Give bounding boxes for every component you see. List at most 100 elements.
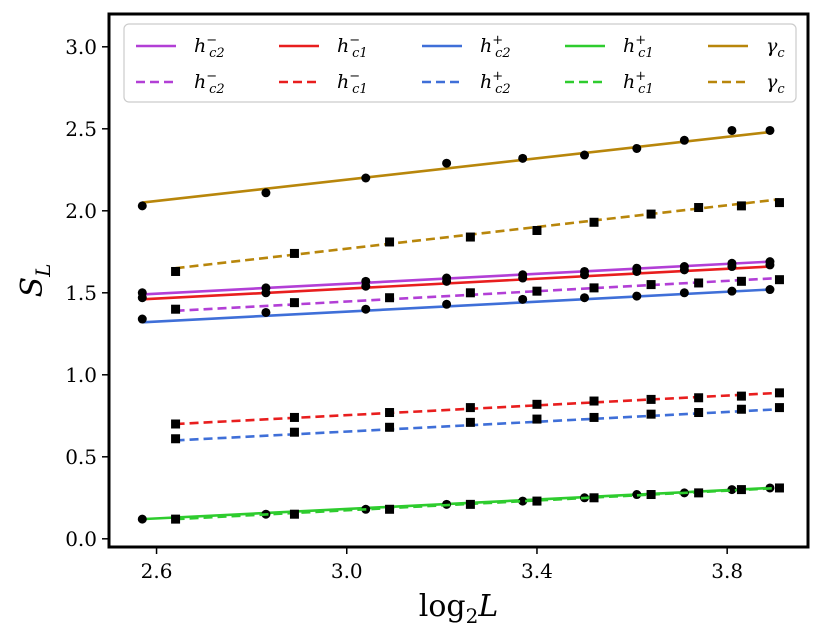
legend-label: h− c1: [337, 69, 368, 97]
data-point: [589, 493, 599, 503]
data-point: [646, 394, 656, 404]
chart-marks: [137, 125, 784, 524]
data-point: [532, 496, 542, 506]
data-point: [736, 404, 746, 414]
data-point: [632, 143, 642, 153]
series-4: [137, 125, 775, 211]
series-1: [137, 260, 775, 303]
series-9: [171, 198, 784, 276]
data-point: [465, 288, 475, 298]
data-point: [532, 414, 542, 424]
y-axis-title: SL: [15, 264, 55, 298]
data-point: [774, 198, 784, 208]
data-point: [465, 232, 475, 242]
x-tick-label: 3.8: [711, 559, 743, 583]
data-point: [646, 409, 656, 419]
data-point: [385, 504, 395, 514]
data-point: [632, 266, 642, 276]
data-point: [465, 403, 475, 413]
data-point: [137, 293, 147, 303]
fit-line: [142, 130, 771, 204]
data-point: [171, 514, 181, 524]
data-point: [580, 150, 590, 160]
data-point: [361, 173, 371, 183]
fit-line: [142, 265, 771, 301]
fit-line: [175, 198, 780, 270]
y-tick-label: 1.0: [65, 363, 97, 387]
legend-entry: γc: [708, 35, 785, 61]
y-tick-label: 2.0: [65, 199, 97, 223]
legend-entry: h− c1: [279, 69, 368, 97]
data-point: [679, 288, 689, 298]
data-point: [727, 125, 737, 135]
data-point: [171, 419, 181, 429]
data-point: [646, 490, 656, 500]
data-point: [465, 417, 475, 427]
data-point: [137, 201, 147, 211]
data-point: [289, 509, 299, 519]
legend-label: γc: [766, 35, 785, 61]
data-point: [589, 217, 599, 227]
data-point: [361, 281, 371, 291]
data-point: [137, 514, 147, 524]
data-point: [736, 276, 746, 286]
data-point: [518, 153, 528, 163]
data-point: [385, 237, 395, 247]
series-6: [171, 388, 784, 429]
data-point: [532, 286, 542, 296]
data-point: [765, 285, 775, 295]
data-point: [727, 485, 737, 495]
data-point: [727, 262, 737, 272]
data-point: [580, 270, 590, 280]
data-point: [774, 388, 784, 398]
data-point: [646, 209, 656, 219]
data-point: [694, 488, 704, 498]
y-tick-label: 3.0: [65, 35, 97, 59]
data-point: [442, 276, 452, 286]
series-0: [137, 257, 775, 298]
legend-entry: h+ c2: [422, 69, 511, 97]
data-point: [736, 201, 746, 211]
chart-legend: h− c2 h− c1 h+ c2 h+ c1 γc h− c2 h− c1 h+ c2 h+ c1 γc: [123, 23, 797, 103]
data-point: [694, 278, 704, 288]
data-point: [580, 293, 590, 303]
data-point: [385, 293, 395, 303]
data-point: [289, 248, 299, 258]
plot-frame: [107, 12, 810, 549]
chart-axes: 2.6 3.0 3.4 3.8 0.0 0.5 1.0 1.5 2.0 2.5 3.0 log2L SL: [15, 12, 810, 628]
series-8: [171, 483, 784, 524]
data-point: [774, 275, 784, 285]
y-tick-label: 2.5: [65, 117, 97, 141]
fit-line: [175, 391, 780, 426]
data-point: [694, 393, 704, 403]
data-point: [518, 273, 528, 283]
data-point: [465, 499, 475, 509]
data-point: [736, 391, 746, 401]
series-5: [171, 275, 784, 314]
data-point: [171, 434, 181, 444]
legend-label: h− c2: [194, 33, 225, 61]
data-point: [261, 188, 271, 198]
x-tick-label: 3.4: [521, 559, 553, 583]
legend-label: γc: [766, 71, 785, 97]
legend-entry: h− c1: [279, 33, 368, 61]
legend-entry: γc: [708, 71, 785, 97]
x-tick-label: 3.0: [331, 559, 363, 583]
legend-entry: h− c2: [136, 69, 225, 97]
data-point: [289, 298, 299, 308]
y-tick-label: 0.0: [65, 527, 97, 551]
data-point: [171, 266, 181, 276]
fit-line: [142, 260, 771, 296]
data-point: [632, 291, 642, 301]
data-point: [137, 314, 147, 324]
series-7: [171, 403, 784, 444]
data-point: [171, 304, 181, 314]
data-point: [385, 422, 395, 432]
data-point: [361, 304, 371, 314]
data-point: [532, 399, 542, 409]
data-point: [261, 288, 271, 298]
data-point: [774, 483, 784, 493]
data-point: [289, 427, 299, 437]
legend-entry: h+ c2: [422, 33, 511, 61]
